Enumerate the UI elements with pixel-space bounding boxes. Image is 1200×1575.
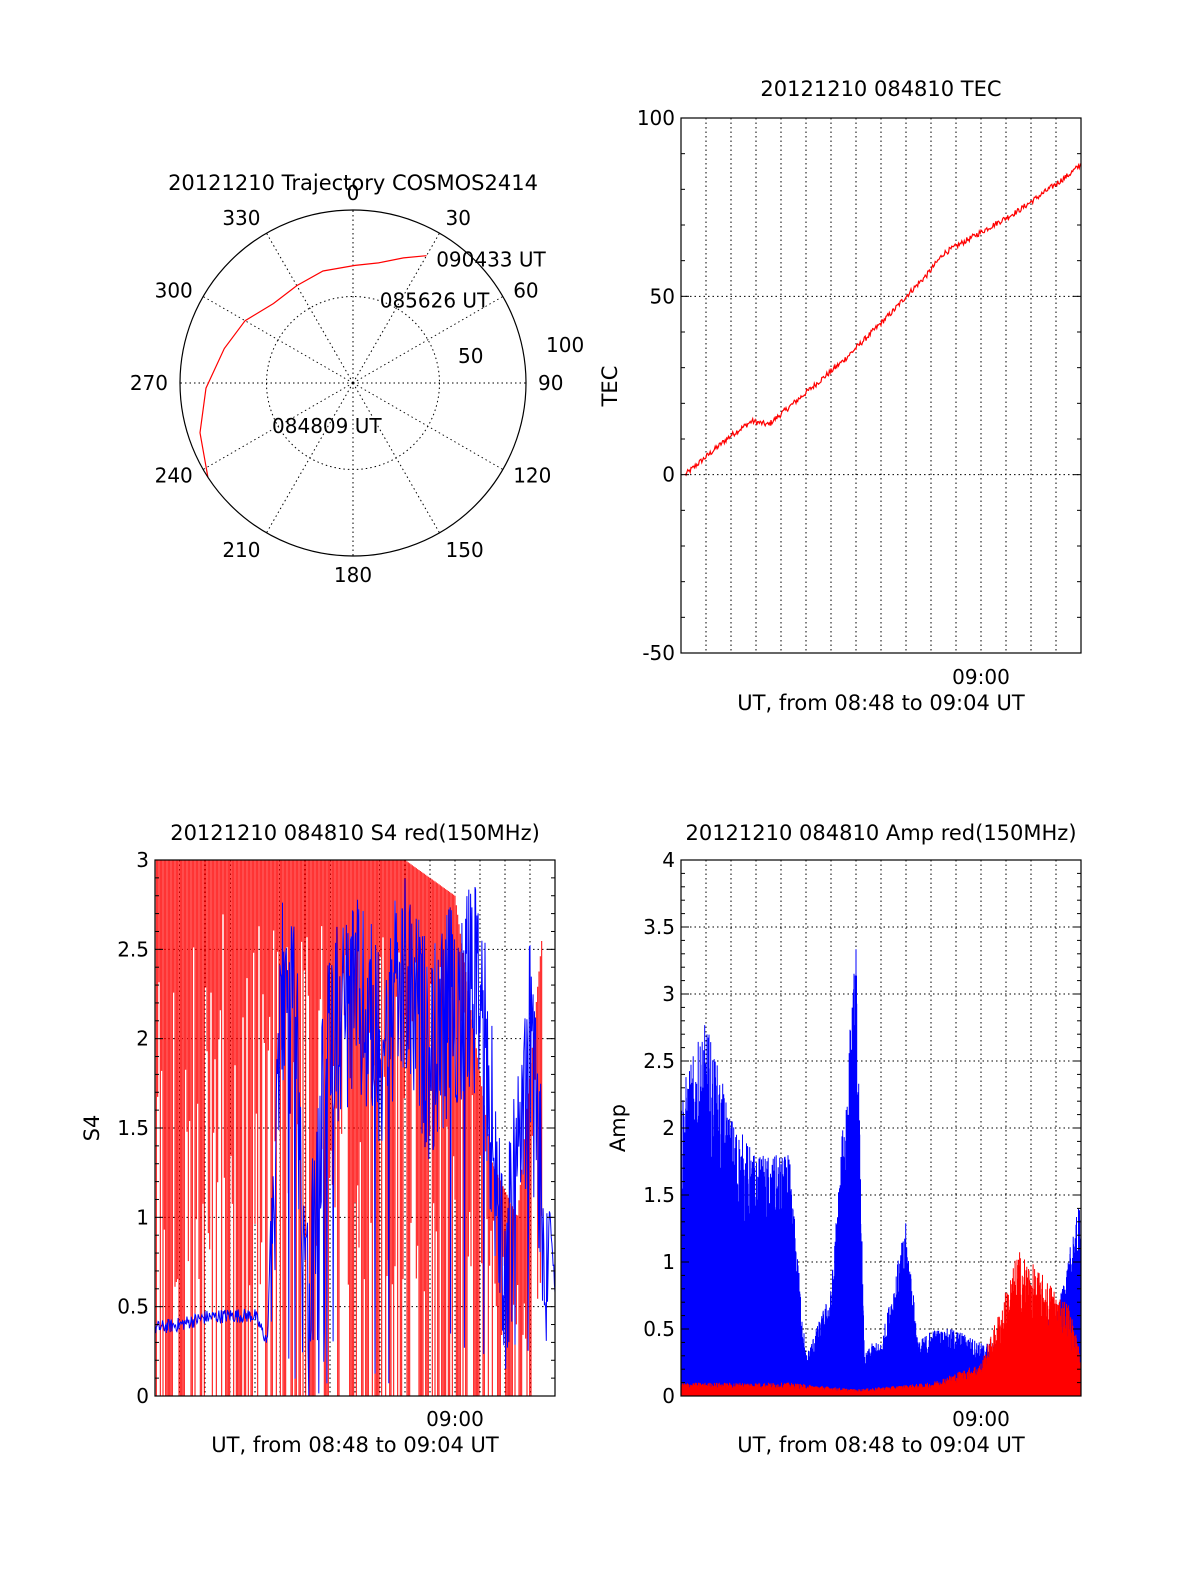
polar-angle-label-210: 210 <box>222 538 260 562</box>
s4-y-axis-label: S4 <box>80 1115 104 1142</box>
polar-spoke-30 <box>352 232 440 384</box>
tec-y-tick-1: 0 <box>662 463 675 487</box>
s4-y-tick-4: 2 <box>136 1027 149 1051</box>
polar-angle-label-330: 330 <box>222 206 260 230</box>
tec-y-tick-3: 100 <box>637 106 675 130</box>
tec-title: 20121210 084810 TEC <box>760 77 1001 101</box>
polar-angle-label-150: 150 <box>446 538 484 562</box>
amp-y-tick-6: 3 <box>662 982 675 1006</box>
s4-title: 20121210 084810 S4 red(150MHz) <box>170 821 540 845</box>
polar-angle-label-30: 30 <box>446 206 471 230</box>
polar-spoke-240 <box>202 382 354 470</box>
polar-spoke-210 <box>266 382 354 534</box>
tec-panel: 20121210 084810 TEC -50 0 50 100 09:00 UT, … <box>598 77 1082 715</box>
polar-angle-label-270: 270 <box>130 371 168 395</box>
polar-angle-label-120: 120 <box>513 464 551 488</box>
s4-panel: 20121210 084810 S4 red(150MHz) 0 0.5 1 1.5 2… <box>80 821 556 1457</box>
tec-x-axis-label: UT, from 08:48 to 09:04 UT <box>737 691 1025 715</box>
amp-y-tick-8: 4 <box>662 848 675 872</box>
s4-x-tick-label: 09:00 <box>426 1407 484 1431</box>
s4-y-tick-5: 2.5 <box>117 937 149 961</box>
amp-y-tick-labels: 0 0.5 1 1.5 2 2.5 3 3.5 4 <box>643 848 1081 1408</box>
amp-y-tick-7: 3.5 <box>643 915 675 939</box>
polar-angle-label-0: 0 <box>347 181 360 205</box>
s4-y-tick-0: 0 <box>136 1384 149 1408</box>
tec-y-tick-2: 50 <box>650 284 675 308</box>
s4-y-tick-2: 1 <box>136 1205 149 1229</box>
tec-grid <box>681 117 1081 654</box>
tec-y-tick-labels: -50 0 50 100 <box>637 106 1081 665</box>
polar-spoke-60 <box>352 296 504 384</box>
tec-series-line <box>684 162 1082 477</box>
amp-y-tick-3: 1.5 <box>643 1183 675 1207</box>
tec-y-axis-label: TEC <box>598 366 622 408</box>
amp-y-tick-2: 1 <box>662 1250 675 1274</box>
s4-y-tick-labels: 0 0.5 1 1.5 2 2.5 3 <box>117 848 555 1408</box>
polar-spoke-330 <box>266 232 354 384</box>
polar-angle-label-180: 180 <box>334 563 372 587</box>
amp-y-tick-0: 0 <box>662 1384 675 1408</box>
polar-angle-labels: 0 30 60 90 120 150 180 210 240 270 300 330 <box>130 181 564 587</box>
polar-annotations: 090433 UT 085626 UT 084809 UT <box>272 248 546 438</box>
polar-angle-label-60: 60 <box>513 279 538 303</box>
polar-panel: 20121210 Trajectory COSMOS2414 0 30 60 90 12… <box>130 171 584 587</box>
polar-annotation-2: 084809 UT <box>272 414 382 438</box>
polar-title: 20121210 Trajectory COSMOS2414 <box>168 171 538 195</box>
tec-x-tick-label: 09:00 <box>952 665 1010 689</box>
s4-y-tick-1: 0.5 <box>117 1295 149 1319</box>
polar-spoke-120 <box>352 382 504 470</box>
polar-annotation-0: 090433 UT <box>436 248 546 272</box>
polar-spoke-300 <box>202 296 354 384</box>
polar-radial-label-100: 100 <box>546 333 584 357</box>
polar-angle-label-90: 90 <box>538 371 563 395</box>
amp-title: 20121210 084810 Amp red(150MHz) <box>685 821 1076 845</box>
polar-annotation-1: 085626 UT <box>380 289 490 313</box>
s4-blue-line <box>154 878 556 1397</box>
amp-y-axis-label: Amp <box>606 1104 630 1152</box>
s4-blue-series <box>154 878 556 1397</box>
amp-y-tick-5: 2.5 <box>643 1049 675 1073</box>
tec-plot-frame <box>680 117 1082 654</box>
polar-spoke-150 <box>352 382 440 534</box>
polar-angle-label-300: 300 <box>155 279 193 303</box>
polar-grid <box>180 210 526 556</box>
amp-panel: 20121210 084810 Amp red(150MHz) 0 0.5 1 1.5… <box>606 821 1082 1457</box>
amp-x-axis-label: UT, from 08:48 to 09:04 UT <box>737 1433 1025 1457</box>
polar-angle-label-240: 240 <box>155 464 193 488</box>
polar-outer-circle <box>179 209 527 557</box>
amp-x-tick-label: 09:00 <box>952 1407 1010 1431</box>
amp-y-tick-4: 2 <box>662 1116 675 1140</box>
trajectory-line <box>199 255 427 478</box>
s4-y-tick-3: 1.5 <box>117 1116 149 1140</box>
amp-y-tick-1: 0.5 <box>643 1317 675 1341</box>
polar-radial-labels: 50 100 <box>458 333 584 368</box>
tec-y-tick-0: -50 <box>642 641 675 665</box>
s4-x-axis-label: UT, from 08:48 to 09:04 UT <box>211 1433 499 1457</box>
s4-y-tick-6: 3 <box>136 848 149 872</box>
polar-radial-label-50: 50 <box>458 344 483 368</box>
